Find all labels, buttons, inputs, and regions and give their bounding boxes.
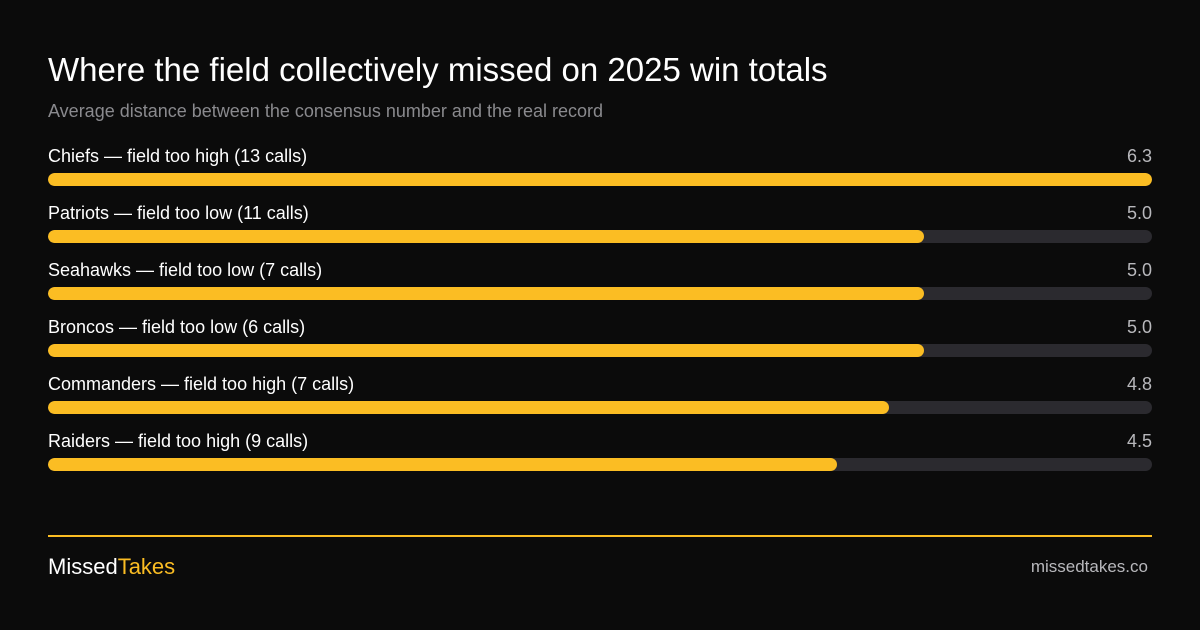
brand-logo-part-missed: Missed (48, 554, 118, 579)
bar-row: Raiders — field too high (9 calls) 4.5 (48, 425, 1152, 482)
website-url: missedtakes.co (1030, 557, 1148, 576)
bar-fill (48, 287, 924, 300)
bar-label: Raiders — field too high (9 calls) (48, 431, 309, 451)
bar-label: Seahawks — field too low (7 calls) (48, 260, 323, 280)
bar-label: Commanders — field too high (7 calls) (48, 374, 355, 394)
bar-track (48, 173, 1152, 186)
bar-label: Broncos — field too low (6 calls) (48, 317, 306, 337)
bar-fill (48, 173, 1152, 186)
bar-row: Commanders — field too high (7 calls) 4.8 (48, 368, 1152, 425)
bar-label: Patriots — field too low (11 calls) (48, 203, 309, 223)
bar-chart: Chiefs — field too high (13 calls) 6.3 Pat… (48, 140, 1152, 482)
footer-divider (48, 535, 1152, 537)
bar-value-label: 4.5 (1126, 431, 1152, 451)
chart-subtitle: Average distance between the consensus n… (48, 101, 604, 121)
bar-track (48, 287, 1152, 300)
brand-logo: MissedTakes (48, 553, 175, 581)
bar-label: Chiefs — field too high (13 calls) (48, 146, 308, 166)
bar-track (48, 344, 1152, 357)
bar-fill (48, 230, 924, 243)
bar-fill (48, 458, 837, 471)
bar-value-label: 6.3 (1126, 146, 1152, 166)
bar-value-label: 5.0 (1126, 260, 1152, 280)
bar-value-label: 5.0 (1126, 317, 1152, 337)
brand-logo-part-takes: Takes (117, 554, 176, 579)
bar-row: Broncos — field too low (6 calls) 5.0 (48, 311, 1152, 368)
bar-track (48, 230, 1152, 243)
bar-value-label: 4.8 (1126, 374, 1152, 394)
bar-track (48, 458, 1152, 471)
bar-fill (48, 401, 889, 414)
bar-row: Seahawks — field too low (7 calls) 5.0 (48, 254, 1152, 311)
bar-track (48, 401, 1152, 414)
bar-value-label: 5.0 (1126, 203, 1152, 223)
chart-title: Where the field collectively missed on 2… (48, 51, 828, 88)
bar-fill (48, 344, 924, 357)
bar-row: Chiefs — field too high (13 calls) 6.3 (48, 140, 1152, 197)
bar-row: Patriots — field too low (11 calls) 5.0 (48, 197, 1152, 254)
